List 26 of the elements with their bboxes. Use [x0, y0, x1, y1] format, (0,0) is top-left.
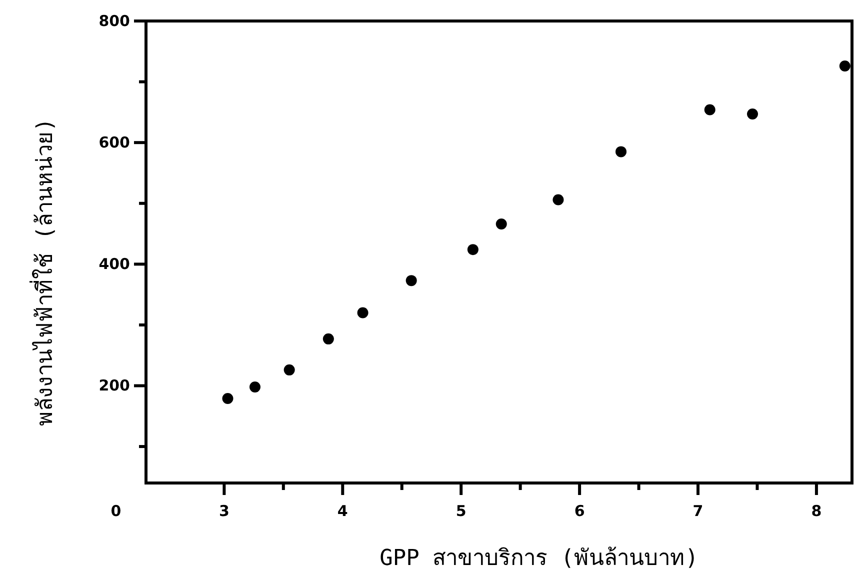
point — [222, 393, 234, 404]
point — [704, 104, 716, 116]
point — [839, 60, 850, 72]
point — [467, 244, 478, 256]
y-axis-title: พลังงานไฟฟ้าที่ใช้ (ล้านหน่วย) — [29, 118, 58, 426]
point — [746, 108, 758, 120]
point — [406, 275, 417, 286]
point — [496, 218, 507, 230]
point — [249, 381, 260, 392]
x-tick-label: 3 — [218, 502, 230, 520]
y-tick-label: 600 — [98, 134, 130, 152]
point — [616, 146, 627, 158]
x-tick-label: 6 — [574, 502, 585, 520]
point — [357, 307, 368, 318]
point — [322, 333, 334, 344]
x-tick-label: 4 — [337, 502, 348, 520]
point — [284, 364, 295, 376]
point — [552, 194, 564, 206]
x-axis-title: GPP สาขาบริการ (พันล้านบาท) — [380, 546, 698, 571]
text: 0 — [110, 502, 122, 520]
y-tick-label: 800 — [98, 12, 130, 30]
y-tick-label: 400 — [98, 255, 130, 274]
x-tick-label: 7 — [692, 502, 704, 520]
y-tick-label: 200 — [98, 376, 130, 395]
x-tick-label: 5 — [456, 502, 466, 520]
x-tick-label: 8 — [811, 502, 822, 520]
